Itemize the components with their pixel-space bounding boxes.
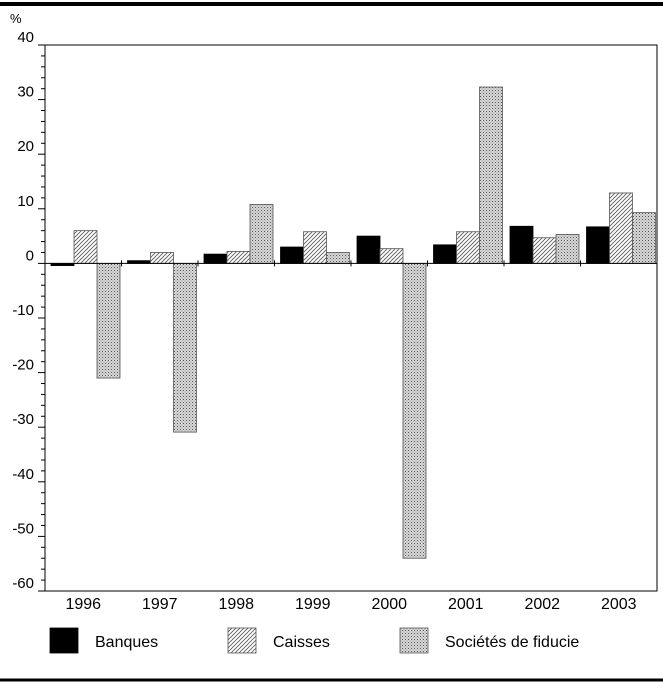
y-tick-label: -40 xyxy=(12,466,34,483)
bar-banques-2003 xyxy=(586,226,610,264)
legend: Banques Caisses Sociétés de fiducie xyxy=(49,627,579,654)
x-tick-label: 2002 xyxy=(524,596,560,613)
x-tick-label: 2001 xyxy=(448,596,484,613)
bar-banques-2001 xyxy=(433,244,457,264)
y-tick-label: 30 xyxy=(17,84,34,101)
x-tick-label: 2000 xyxy=(371,596,407,613)
bar-caisses-2002 xyxy=(532,237,557,264)
bar-caisses-1999 xyxy=(303,231,327,264)
y-tick-label: -10 xyxy=(12,302,34,319)
x-tick-label: 2003 xyxy=(601,596,637,613)
y-axis: 40 30 20 10 0 -10 -20 -30 -40 -50 -60 xyxy=(12,29,45,592)
y-tick-label: 40 xyxy=(17,29,34,46)
bar-caisses-2000 xyxy=(379,248,404,264)
bar-banques-1999 xyxy=(280,246,304,264)
y-tick-label: 20 xyxy=(17,138,34,155)
plot-area-frame xyxy=(44,44,658,592)
bar-banques-1998 xyxy=(203,253,228,264)
bar-soci-t-s-de-fiducie-1998 xyxy=(249,204,274,264)
x-axis: 1996 1997 1998 1999 2000 2001 2002 2003 xyxy=(65,260,637,613)
x-tick-label: 1999 xyxy=(295,596,331,613)
bar-caisses-1996 xyxy=(73,230,98,264)
bars xyxy=(50,86,656,559)
x-tick-label: 1998 xyxy=(218,596,254,613)
y-tick-label: -30 xyxy=(12,411,34,428)
bar-banques-2002 xyxy=(509,225,534,264)
bar-soci-t-s-de-fiducie-2002 xyxy=(555,234,580,264)
y-tick-label: 10 xyxy=(17,193,34,210)
bar-caisses-2001 xyxy=(456,231,480,264)
bar-caisses-1997 xyxy=(150,252,174,264)
bar-soci-t-s-de-fiducie-2000 xyxy=(402,262,427,559)
bar-banques-2000 xyxy=(356,235,381,264)
bar-soci-t-s-de-fiducie-1997 xyxy=(173,262,197,433)
legend-label: Banques xyxy=(95,634,158,651)
y-tick-label: -20 xyxy=(12,357,34,374)
bar-soci-t-s-de-fiducie-1999 xyxy=(326,252,350,264)
bar-caisses-2003 xyxy=(609,192,633,264)
legend-label: Caisses xyxy=(273,634,330,651)
bar-soci-t-s-de-fiducie-2001 xyxy=(479,86,503,264)
y-tick-label: -60 xyxy=(12,575,34,592)
legend-swatch xyxy=(399,627,429,654)
legend-swatch xyxy=(49,627,79,654)
legend-swatch xyxy=(227,627,257,654)
legend-label: Sociétés de fiducie xyxy=(445,634,579,651)
bar-caisses-1998 xyxy=(226,250,251,264)
bar-soci-t-s-de-fiducie-1996 xyxy=(96,262,121,379)
x-tick-label: 1997 xyxy=(142,596,178,613)
y-tick-label: 0 xyxy=(26,247,34,264)
y-axis-unit-label: % xyxy=(10,11,22,26)
y-tick-label: -50 xyxy=(12,520,34,537)
bar-soci-t-s-de-fiducie-2003 xyxy=(632,212,656,264)
x-tick-label: 1996 xyxy=(65,596,101,613)
